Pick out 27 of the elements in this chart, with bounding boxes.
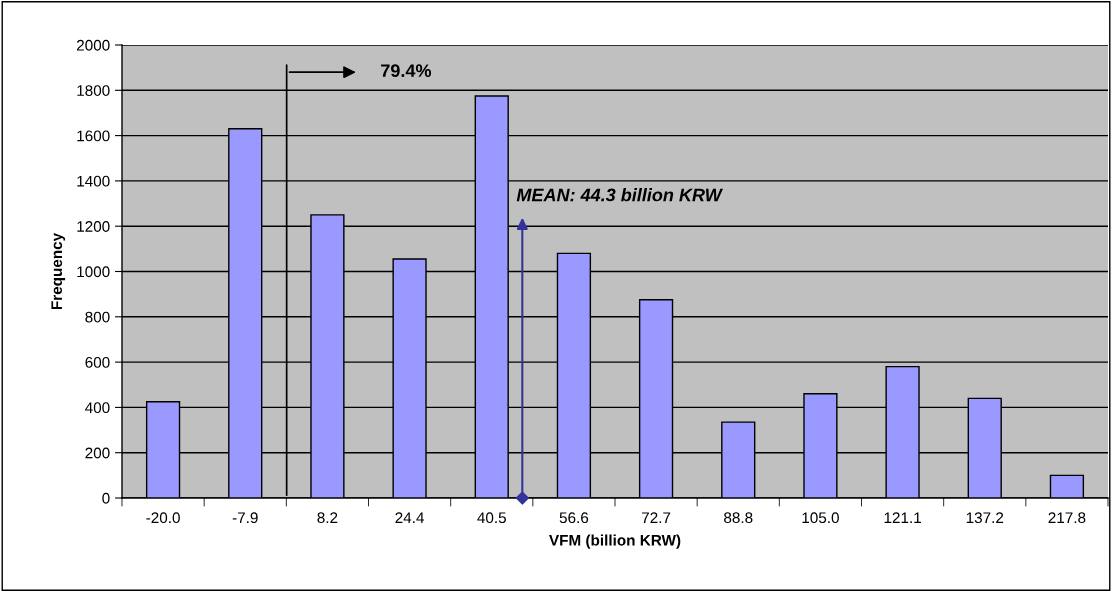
y-tick-label: 600	[85, 356, 110, 368]
y-axis-title: Frequency	[51, 232, 66, 310]
y-tick-label: 1200	[77, 221, 110, 232]
x-tick-label: 40.5	[477, 512, 506, 524]
x-tick-label: 217.8	[1048, 512, 1086, 524]
x-tick-label: 121.1	[884, 512, 921, 523]
annotation: 79.4%	[381, 64, 432, 78]
y-tick-label: 800	[85, 311, 110, 323]
x-tick-label: 24.4	[395, 512, 425, 523]
x-tick-label: 72.7	[642, 512, 671, 523]
x-tick-label: 88.8	[724, 512, 753, 524]
y-tick-label: 0	[102, 492, 110, 504]
x-tick-label: 105.0	[802, 512, 839, 524]
annotation: MEAN: 44.3 billion KRW	[516, 188, 724, 202]
x-axis-title: VFM (billion KRW)	[549, 534, 681, 549]
y-tick-label: 200	[85, 447, 110, 459]
x-tick-label: 56.6	[559, 512, 589, 524]
x-tick-label: -20.0	[146, 512, 180, 524]
y-tick-label: 1800	[77, 85, 110, 96]
y-tick-label: 2000	[76, 39, 110, 51]
y-tick-label: 1600	[77, 130, 110, 142]
x-tick-label: 8.2	[317, 512, 338, 524]
x-tick-label: 137.2	[966, 512, 1004, 524]
y-tick-label: 400	[85, 402, 110, 414]
x-tick-label: -7.9	[232, 512, 258, 524]
y-tick-label: 1400	[77, 175, 110, 187]
y-tick-label: 1000	[77, 266, 110, 278]
